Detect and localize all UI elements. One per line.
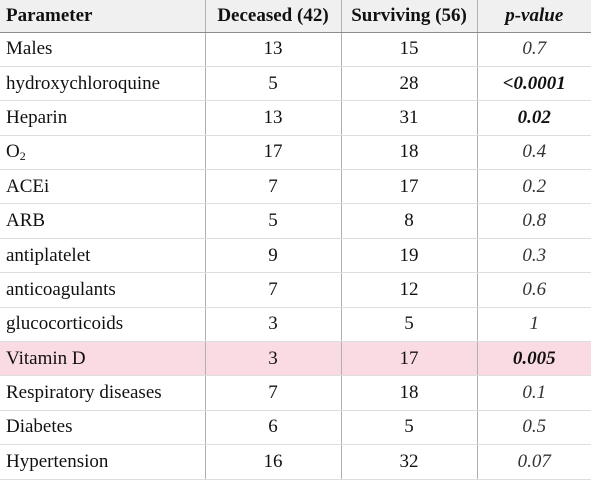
cell-deceased: 7 [204, 272, 341, 308]
cell-surviving: 19 [340, 238, 477, 274]
cell-parameter: Diabetes [0, 410, 205, 446]
cell-parameter: Hypertension [0, 444, 205, 480]
cell-p-value: 0.07 [476, 444, 591, 480]
table-row: glucocorticoids 3 5 1 [0, 307, 591, 343]
cell-surviving: 18 [340, 135, 477, 171]
parameter-label: glucocorticoids [6, 313, 124, 335]
cell-parameter: Males [0, 32, 205, 67]
cell-surviving: 32 [340, 444, 477, 480]
cell-surviving: 12 [340, 272, 477, 308]
cell-p-value: 0.4 [476, 135, 591, 171]
cell-p-value: 0.5 [476, 410, 591, 446]
cell-deceased: 9 [204, 238, 341, 274]
cell-parameter: ARB [0, 203, 205, 239]
cell-p-value: 0.02 [476, 100, 591, 136]
cell-parameter: ACEi [0, 169, 205, 205]
cell-deceased: 13 [204, 32, 341, 67]
cell-p-value: 0.7 [476, 32, 591, 67]
cell-surviving: 18 [340, 375, 477, 411]
parameter-label: anticoagulants [6, 278, 116, 300]
cell-deceased: 17 [204, 135, 341, 171]
table-row: Diabetes 6 5 0.5 [0, 410, 591, 446]
cell-p-value: 1 [476, 307, 591, 343]
cell-deceased: 7 [204, 169, 341, 205]
table-row: Heparin 13 31 0.02 [0, 100, 591, 136]
parameter-label: ACEi [6, 175, 50, 197]
cell-p-value: 0.2 [476, 169, 591, 205]
table-row: anticoagulants 7 12 0.6 [0, 272, 591, 308]
cell-deceased: 3 [204, 341, 341, 377]
table-row: Vitamin D 3 17 0.005 [0, 341, 591, 377]
cell-surviving: 28 [340, 66, 477, 102]
table-row: ACEi 7 17 0.2 [0, 169, 591, 205]
cell-surviving: 8 [340, 203, 477, 239]
header-parameter: Parameter [0, 0, 205, 33]
parameter-label: Heparin [6, 106, 68, 128]
table-header: Parameter Deceased (42) Surviving (56) p… [0, 0, 591, 33]
table-row: O2 17 18 0.4 [0, 135, 591, 171]
parameter-subscript: 2 [19, 148, 26, 163]
cell-p-value: 0.1 [476, 375, 591, 411]
cell-deceased: 7 [204, 375, 341, 411]
table-row: hydroxychloroquine 5 28 <0.0001 [0, 66, 591, 102]
table-row: Hypertension 16 32 0.07 [0, 444, 591, 480]
header-row: Parameter Deceased (42) Surviving (56) p… [0, 0, 591, 33]
cell-deceased: 5 [204, 203, 341, 239]
parameter-label: ARB [6, 210, 46, 232]
header-surviving: Surviving (56) [340, 0, 477, 33]
header-p-value: p-value [476, 0, 591, 33]
cell-p-value: 0.005 [476, 341, 591, 377]
header-deceased: Deceased (42) [204, 0, 341, 33]
cell-surviving: 31 [340, 100, 477, 136]
parameter-label: O [6, 140, 20, 162]
cell-p-value: 0.3 [476, 238, 591, 274]
cell-surviving: 5 [340, 307, 477, 343]
parameter-label: antiplatelet [6, 244, 91, 266]
cell-deceased: 6 [204, 410, 341, 446]
cell-surviving: 15 [340, 32, 477, 67]
table-row: antiplatelet 9 19 0.3 [0, 238, 591, 274]
cell-parameter: Heparin [0, 100, 205, 136]
table-row: Males 13 15 0.7 [0, 32, 591, 67]
table-row: Respiratory diseases 7 18 0.1 [0, 375, 591, 411]
cell-deceased: 5 [204, 66, 341, 102]
parameter-label: hydroxychloroquine [6, 72, 161, 94]
cell-surviving: 5 [340, 410, 477, 446]
cell-deceased: 3 [204, 307, 341, 343]
cell-parameter: hydroxychloroquine [0, 66, 205, 102]
parameter-label: Diabetes [6, 416, 73, 438]
cell-surviving: 17 [340, 341, 477, 377]
cell-parameter: Vitamin D [0, 341, 205, 377]
cell-parameter: O2 [0, 135, 205, 171]
parameter-label: Vitamin D [6, 347, 86, 369]
cell-p-value: 0.6 [476, 272, 591, 308]
parameter-label: Respiratory diseases [6, 382, 162, 404]
cell-parameter: Respiratory diseases [0, 375, 205, 411]
table-body: Males 13 15 0.7 hydroxychloroquine 5 28 <0.0001… [0, 32, 591, 480]
cell-p-value: <0.0001 [476, 66, 591, 102]
parameter-label: Hypertension [6, 450, 109, 472]
parameter-label: Males [6, 38, 53, 60]
cell-parameter: antiplatelet [0, 238, 205, 274]
cell-surviving: 17 [340, 169, 477, 205]
cell-parameter: glucocorticoids [0, 307, 205, 343]
cell-deceased: 13 [204, 100, 341, 136]
cell-parameter: anticoagulants [0, 272, 205, 308]
cell-deceased: 16 [204, 444, 341, 480]
cell-p-value: 0.8 [476, 203, 591, 239]
table-row: ARB 5 8 0.8 [0, 203, 591, 239]
